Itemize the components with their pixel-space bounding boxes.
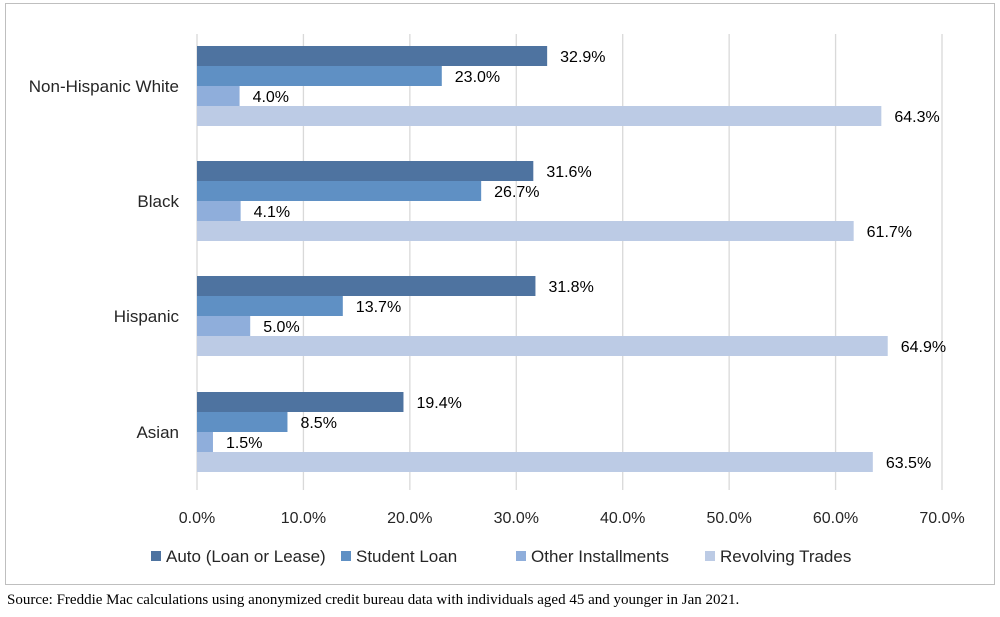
bar-value-label: 64.9% (901, 339, 946, 356)
bar (197, 181, 482, 201)
bar-value-label: 8.5% (300, 415, 336, 432)
legend-label: Revolving Trades (720, 547, 851, 566)
bar-value-label: 26.7% (494, 184, 539, 201)
legend-item: Other Installments (516, 547, 669, 566)
category-label: Non-Hispanic White (29, 77, 179, 96)
bars (197, 46, 888, 472)
bar-value-label: 1.5% (226, 435, 262, 452)
bar-chart: 32.9% 31.6% 31.8% 19.4% 23.0% 26.7% 13.7% 8.5% 4… (29, 34, 965, 566)
x-tick-label: 10.0% (281, 510, 326, 527)
category-label: Black (137, 192, 179, 211)
legend: Auto (Loan or Lease) Student Loan Other In… (151, 547, 851, 566)
bar-value-label: 4.1% (254, 204, 290, 221)
bar (197, 86, 240, 106)
bar-value-label: 13.7% (356, 299, 401, 316)
legend-label: Other Installments (531, 547, 669, 566)
bar-value-label: 4.0% (253, 89, 289, 106)
bar-value-label: 64.3% (894, 109, 939, 126)
bar-value-label: 31.6% (546, 164, 591, 181)
bar (197, 46, 548, 66)
chart-frame: 32.9% 31.6% 31.8% 19.4% 23.0% 26.7% 13.7% 8.5% 4… (5, 3, 995, 585)
bar (197, 392, 404, 412)
bar (197, 161, 534, 181)
legend-swatch (516, 551, 526, 561)
bar-value-label: 19.4% (416, 395, 461, 412)
legend-swatch (341, 551, 351, 561)
category-label: Asian (136, 423, 179, 442)
category-axis: Non-Hispanic White Black Hispanic Asian (29, 77, 180, 442)
x-tick-label: 60.0% (813, 510, 858, 527)
legend-swatch (151, 551, 161, 561)
x-tick-label: 50.0% (706, 510, 751, 527)
bar (197, 66, 442, 86)
bar-value-label: 61.7% (867, 224, 912, 241)
x-tick-label: 30.0% (494, 510, 539, 527)
bar-value-label: 63.5% (886, 455, 931, 472)
bar (197, 276, 536, 296)
legend-item: Revolving Trades (705, 547, 851, 566)
x-tick-label: 0.0% (179, 510, 215, 527)
category-label: Hispanic (114, 307, 180, 326)
source-note: Source: Freddie Mac calculations using a… (7, 592, 740, 608)
bar (197, 412, 288, 432)
legend-swatch (705, 551, 715, 561)
bar-value-label: 23.0% (455, 69, 500, 86)
bar (197, 432, 213, 452)
bar (197, 336, 888, 356)
bar (197, 221, 854, 241)
x-tick-label: 70.0% (919, 510, 964, 527)
bar-value-label: 32.9% (560, 49, 605, 66)
bar (197, 316, 251, 336)
legend-label: Student Loan (356, 547, 457, 566)
bar (197, 201, 241, 221)
x-tick-label: 40.0% (600, 510, 645, 527)
value-axis: 0.0% 10.0% 20.0% 30.0% 40.0% 50.0% 60.0% 70.0% (179, 510, 965, 527)
bar (197, 106, 882, 126)
legend-label: Auto (Loan or Lease) (166, 547, 326, 566)
legend-item: Student Loan (341, 547, 457, 566)
x-tick-label: 20.0% (387, 510, 432, 527)
bar-value-label: 31.8% (548, 279, 593, 296)
bar (197, 296, 343, 316)
bar-value-label: 5.0% (263, 319, 299, 336)
legend-item: Auto (Loan or Lease) (151, 547, 326, 566)
data-labels: 32.9% 31.6% 31.8% 19.4% 23.0% 26.7% 13.7% 8.5% 4… (226, 49, 946, 472)
bar (197, 452, 873, 472)
